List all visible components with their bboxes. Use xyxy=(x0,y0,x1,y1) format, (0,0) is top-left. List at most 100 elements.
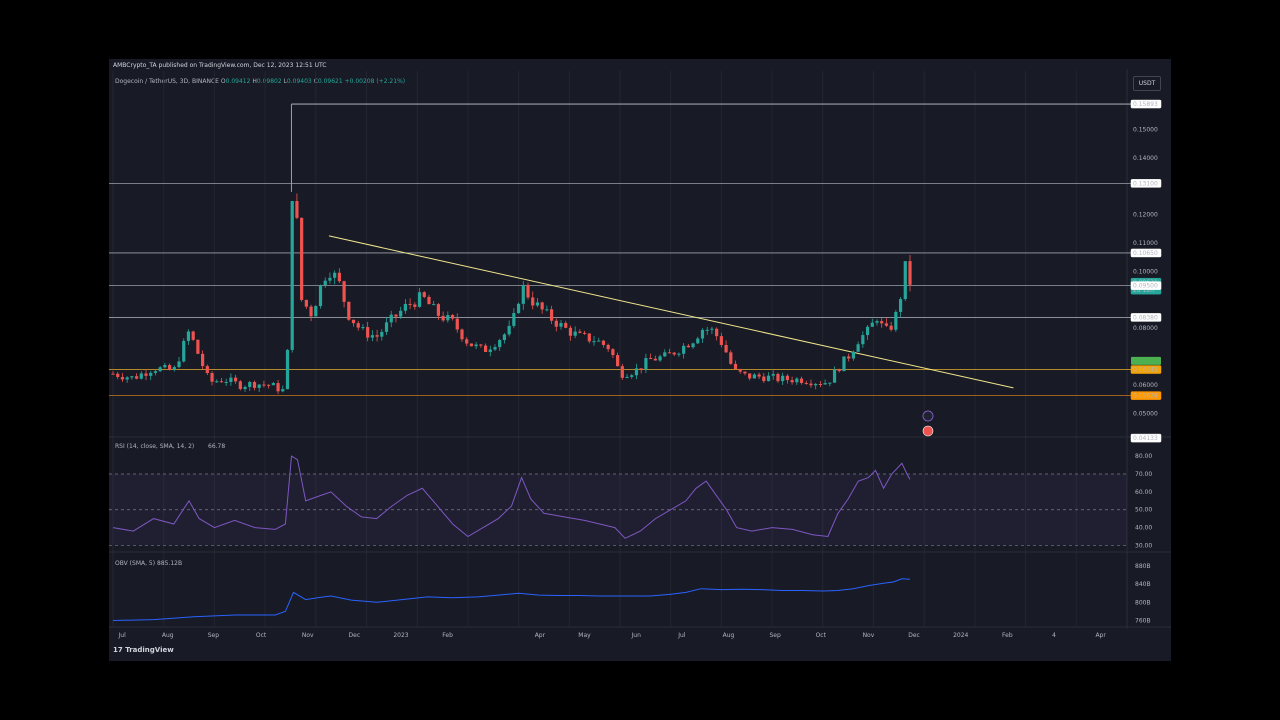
candle xyxy=(823,383,827,385)
candle xyxy=(729,352,733,364)
candle xyxy=(861,335,865,345)
candle xyxy=(342,281,346,302)
candle xyxy=(502,334,507,341)
candle xyxy=(625,376,629,378)
currency-button[interactable]: USDT xyxy=(1133,76,1161,91)
candle xyxy=(450,315,455,319)
symbol-legend[interactable]: Dogecoin / TetherUS, 3D, BINANCE O0.0941… xyxy=(115,78,405,85)
ohlc-low-label: L xyxy=(283,78,287,85)
candle xyxy=(498,340,502,348)
candle xyxy=(587,333,591,342)
candle xyxy=(809,383,813,386)
candle xyxy=(512,313,516,326)
candle xyxy=(724,344,728,353)
candle xyxy=(130,376,134,378)
price-label: 0.08380 xyxy=(1133,314,1158,321)
price-label-box xyxy=(1130,99,1162,109)
candle xyxy=(465,339,469,344)
x-tick-label: Oct xyxy=(816,632,827,639)
candle xyxy=(224,381,228,383)
candle xyxy=(620,366,624,378)
x-tick-label: 4 xyxy=(1052,632,1056,639)
candle xyxy=(549,309,554,321)
candle xyxy=(875,321,879,323)
x-tick-label: Aug xyxy=(723,632,735,639)
candle xyxy=(568,327,573,336)
candle xyxy=(733,363,738,370)
candle xyxy=(333,272,337,278)
price-label-box xyxy=(1130,365,1162,374)
candle xyxy=(516,303,521,314)
candle xyxy=(163,365,167,368)
candle xyxy=(276,383,280,392)
candle xyxy=(649,358,653,360)
candle xyxy=(677,353,681,355)
candle xyxy=(366,327,370,338)
candle xyxy=(248,382,252,387)
candle xyxy=(384,322,389,332)
candle xyxy=(856,344,860,352)
price-tick-label: 0.11000 xyxy=(1133,240,1158,247)
ohlc-close: 0.09621 xyxy=(317,78,343,85)
ohlc-change: +0.00208 (+2.21%) xyxy=(344,78,406,85)
candle xyxy=(795,378,799,383)
chart-svg[interactable]: 0.15000 0.14000 0.12000 0.11000 0.10000 0.080… xyxy=(109,59,1171,661)
candle xyxy=(696,338,700,344)
candle xyxy=(771,373,775,376)
candle xyxy=(389,314,393,323)
candle xyxy=(125,377,129,380)
ohlc-high: 0.09802 xyxy=(256,78,282,85)
candle xyxy=(408,303,412,305)
candle xyxy=(672,352,676,355)
indicator-badge xyxy=(1131,356,1161,365)
obv-tick-label: 840B xyxy=(1135,581,1151,588)
candle xyxy=(894,311,898,330)
candle xyxy=(394,314,398,317)
price-label: 0.10650 xyxy=(1133,250,1158,257)
candle xyxy=(606,344,610,350)
candle xyxy=(898,299,903,312)
obv-label: OBV (SMA, 5) xyxy=(115,560,155,567)
candle xyxy=(252,382,257,388)
candle xyxy=(149,372,153,376)
candle xyxy=(479,344,483,346)
obv-line xyxy=(112,578,911,621)
candle xyxy=(634,368,639,376)
x-tick-label: 2023 xyxy=(393,632,408,639)
price-label: 0.04133 xyxy=(1133,435,1158,442)
logo-text: TradingView xyxy=(125,646,174,654)
x-tick-label: Feb xyxy=(1002,632,1013,639)
candle xyxy=(719,336,723,345)
candle xyxy=(351,319,356,324)
candle xyxy=(399,310,403,317)
price-label-box xyxy=(1130,179,1162,188)
logo-mark-icon: 𝟭𝟳 xyxy=(113,646,126,654)
price-label-box xyxy=(1130,281,1162,290)
candle xyxy=(271,383,275,386)
candle xyxy=(281,389,285,392)
rsi-label: RSI (14, close, SMA, 14, 2) xyxy=(115,443,194,450)
price-tick-label: 0.06000 xyxy=(1133,382,1158,389)
candles xyxy=(111,193,912,395)
candle xyxy=(361,327,365,329)
x-tick-label: Nov xyxy=(302,632,314,639)
candle xyxy=(215,381,219,383)
price-label: 0.15893 xyxy=(1133,101,1158,108)
price-tick-label: 0.12000 xyxy=(1133,212,1158,219)
x-tick-label: Sep xyxy=(208,632,220,639)
candle xyxy=(300,217,304,300)
price-label: 0.05628 xyxy=(1133,393,1158,400)
price-label-box xyxy=(1130,433,1162,443)
candle xyxy=(663,352,667,357)
rsi-tick-label: 60.00 xyxy=(1135,489,1152,496)
candle xyxy=(870,322,874,327)
candle xyxy=(323,280,327,286)
candle xyxy=(639,368,643,370)
x-tick-label: Jul xyxy=(118,632,127,639)
price-tick-label: 0.10000 xyxy=(1133,268,1158,275)
candle xyxy=(219,381,224,383)
candle xyxy=(201,353,205,367)
candle xyxy=(186,331,191,341)
candle xyxy=(847,356,851,359)
candle xyxy=(483,345,488,352)
